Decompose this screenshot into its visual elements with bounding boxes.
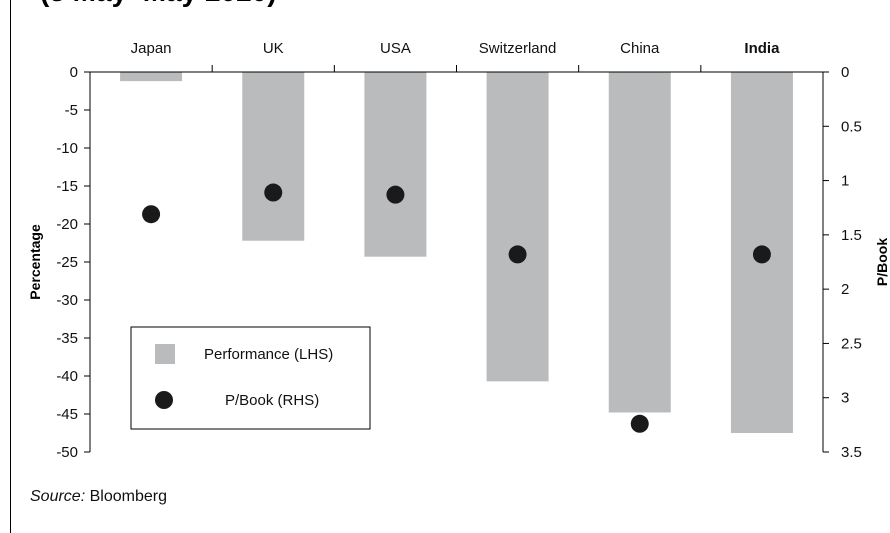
y-tick-label: -5	[65, 102, 78, 119]
source-label: Source:	[30, 488, 86, 505]
y2-axis-title: P/Book	[874, 238, 890, 286]
x-category-label: Japan	[131, 40, 172, 57]
y2-tick-label: 0	[841, 64, 849, 81]
legend-box	[130, 326, 371, 430]
x-category-label: USA	[380, 40, 411, 57]
y-tick-label: -35	[56, 330, 78, 347]
bar-uk	[242, 72, 305, 241]
y2-tick-label: 2	[841, 281, 849, 298]
bar-japan	[120, 72, 183, 82]
legend: Performance (LHS) P/Book (RHS)	[130, 326, 371, 430]
pbook-point-china	[630, 414, 649, 433]
y-tick-label: -10	[56, 140, 78, 157]
y-tick-label: -30	[56, 292, 78, 309]
legend-bar-swatch	[155, 344, 175, 364]
x-category-label: Switzerland	[479, 40, 557, 57]
y-tick-label: -20	[56, 216, 78, 233]
y-tick-label: 0	[70, 64, 78, 81]
pbook-point-japan	[142, 205, 161, 224]
y-tick-label: -45	[56, 406, 78, 423]
pbook-point-switzerland	[508, 245, 527, 264]
pbook-point-uk	[264, 183, 283, 202]
y2-tick-label: 3	[841, 390, 849, 407]
bar-switzerland	[486, 72, 549, 382]
y-tick-label: -40	[56, 368, 78, 385]
chart-title-fragment: (3 May–May 2020)	[40, 0, 277, 8]
bar-china	[608, 72, 671, 413]
legend-dot-label: P/Book (RHS)	[225, 392, 319, 409]
x-category-label: India	[744, 40, 780, 57]
source-note: Source: Bloomberg	[30, 488, 167, 506]
source-text: Bloomberg	[85, 488, 167, 505]
x-category-label: China	[620, 40, 660, 57]
y-tick-label: -15	[56, 178, 78, 195]
y-tick-label: -50	[56, 444, 78, 461]
pbook-point-india	[752, 245, 771, 264]
y-axis-title: Percentage	[27, 224, 43, 300]
y2-tick-label: 1.5	[841, 227, 862, 244]
bar-usa	[364, 72, 427, 257]
y2-tick-label: 2.5	[841, 335, 862, 352]
x-category-label: UK	[263, 40, 284, 57]
pbook-point-usa	[386, 185, 405, 204]
legend-bar-label: Performance (LHS)	[204, 346, 333, 363]
frame-left-border	[10, 0, 11, 533]
y2-tick-label: 1	[841, 173, 849, 190]
y-tick-label: -25	[56, 254, 78, 271]
legend-dot-swatch	[155, 391, 173, 409]
y2-tick-label: 0.5	[841, 118, 862, 135]
y2-tick-label: 3.5	[841, 444, 862, 461]
